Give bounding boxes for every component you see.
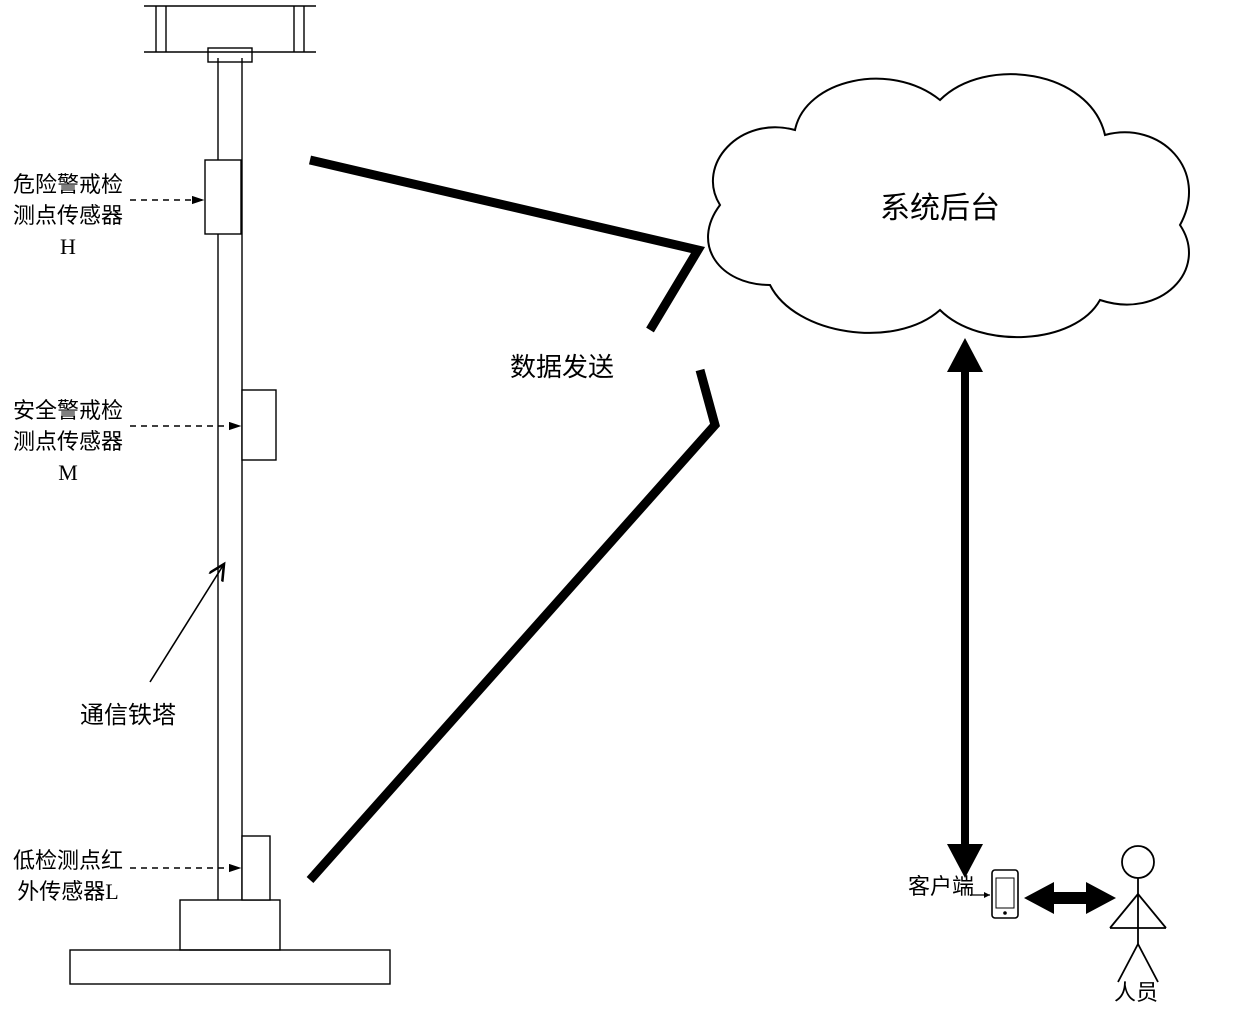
label-sensor-l-l2: 外传感器L bbox=[17, 879, 118, 904]
diagram-svg bbox=[0, 0, 1240, 1004]
sensor-h bbox=[205, 160, 241, 234]
sensor-l bbox=[242, 836, 270, 900]
arrow-cloud-client-head-top bbox=[947, 338, 983, 372]
person-arm-r bbox=[1138, 894, 1166, 928]
label-tower: 通信铁塔 bbox=[80, 700, 176, 734]
tower-base bbox=[70, 950, 390, 984]
data-line-lower bbox=[310, 370, 715, 880]
person-leg-l bbox=[1118, 944, 1138, 982]
label-sensor-h-l3: H bbox=[60, 234, 76, 259]
tower-pointer bbox=[150, 564, 224, 682]
tower-pedestal bbox=[180, 900, 280, 950]
label-sensor-h-l1: 危险警戒检 bbox=[13, 172, 123, 197]
label-cloud: 系统后台 bbox=[880, 188, 1000, 230]
person-arm-l bbox=[1110, 894, 1138, 928]
data-line-upper bbox=[310, 160, 698, 330]
label-data-send: 数据发送 bbox=[510, 350, 614, 386]
label-sensor-h-l2: 测点传感器 bbox=[13, 203, 123, 228]
label-client-leader bbox=[970, 884, 992, 885]
label-sensor-l: 低检测点红 外传感器L bbox=[8, 846, 128, 908]
label-sensor-m: 安全警戒检 测点传感器 M bbox=[8, 396, 128, 488]
label-sensor-l-l1: 低检测点红 bbox=[13, 848, 123, 873]
arrow-client-person-head-l bbox=[1024, 882, 1054, 914]
label-person: 人员 bbox=[1114, 978, 1158, 1009]
sensor-m bbox=[242, 390, 276, 460]
label-sensor-m-l1: 安全警戒检 bbox=[13, 398, 123, 423]
tower-cap-small bbox=[208, 48, 252, 62]
person-head bbox=[1122, 846, 1154, 878]
label-sensor-m-l2: 测点传感器 bbox=[13, 429, 123, 454]
arrow-client-person-head-r bbox=[1086, 882, 1116, 914]
client-phone-btn bbox=[1003, 911, 1007, 915]
label-sensor-h: 危险警戒检 测点传感器 H bbox=[8, 170, 128, 262]
label-sensor-m-l3: M bbox=[58, 460, 78, 485]
label-client: 客户端 bbox=[908, 872, 974, 903]
person-leg-r bbox=[1138, 944, 1158, 982]
